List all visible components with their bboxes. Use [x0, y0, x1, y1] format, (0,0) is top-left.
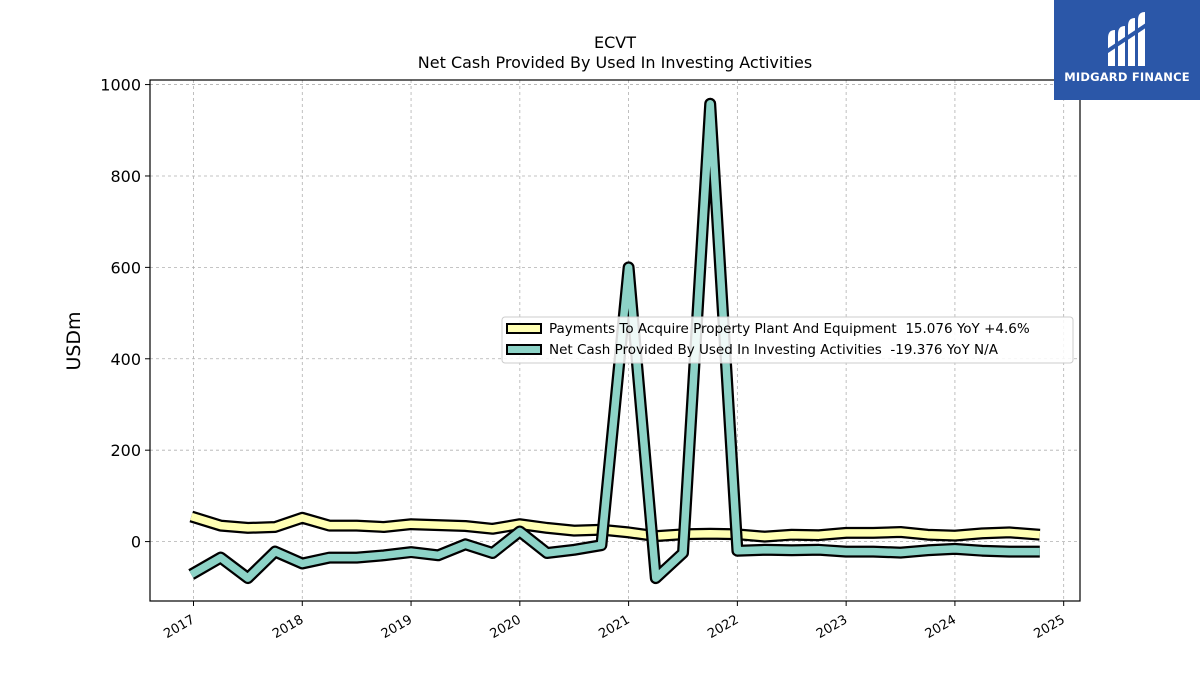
y-tick-label: 600 — [110, 258, 141, 277]
logo-text: MIDGARD FINANCE — [1064, 70, 1190, 84]
legend-swatch-ppe — [506, 323, 542, 334]
plot-frame — [149, 79, 1081, 602]
x-tick-label: 2024 — [923, 612, 959, 642]
x-tick-label: 2025 — [1032, 612, 1068, 642]
y-tick-label: 400 — [110, 350, 141, 369]
series-layer — [188, 97, 1041, 585]
x-tick-label: 2022 — [705, 612, 741, 642]
y-tick-label: 800 — [110, 167, 141, 186]
series-line-1 — [189, 100, 1040, 582]
brand-logo: MIDGARD FINANCE — [1054, 0, 1200, 100]
y-axis: 0 200 400 600 800 1000 — [100, 76, 150, 552]
legend-box — [501, 316, 1074, 364]
y-tick-label: 0 — [131, 533, 141, 552]
x-tick-label: 2019 — [379, 612, 415, 642]
legend-label-ppe: Payments To Acquire Property Plant And E… — [549, 321, 1030, 337]
x-tick-label: 2023 — [814, 612, 850, 642]
x-tick-label: 2017 — [161, 612, 197, 642]
legend: Payments To Acquire Property Plant And E… — [501, 316, 1074, 364]
x-tick-label: 2020 — [488, 612, 524, 642]
x-axis: 2017 2018 2019 2020 2021 2022 2023 2024 2025 — [161, 601, 1068, 642]
y-tick-label: 200 — [110, 441, 141, 460]
y-tick-label: 1000 — [100, 76, 141, 95]
midgard-logo-icon — [1104, 12, 1150, 66]
x-tick-label: 2021 — [596, 612, 632, 642]
x-tick-label: 2018 — [270, 612, 306, 642]
chart-subtitle: Net Cash Provided By Used In Investing A… — [418, 53, 812, 72]
legend-label-investing: Net Cash Provided By Used In Investing A… — [549, 342, 999, 358]
series-line-0 — [190, 512, 1041, 541]
y-axis-label: USDm — [63, 311, 85, 370]
legend-swatch-investing — [506, 344, 542, 355]
chart-title: ECVT — [594, 33, 636, 52]
